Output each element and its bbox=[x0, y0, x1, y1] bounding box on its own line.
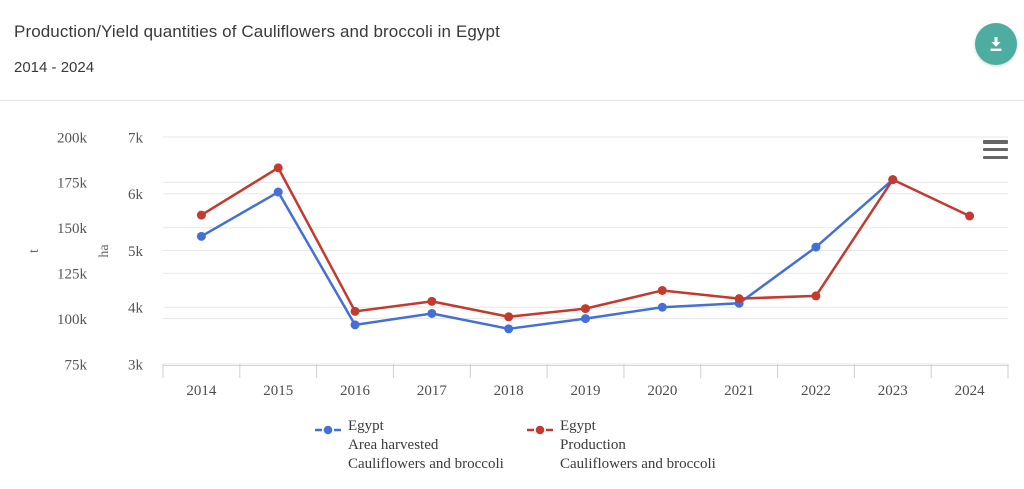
download-button[interactable] bbox=[975, 23, 1017, 65]
x-axis-label-2019: 2019 bbox=[571, 383, 601, 399]
y-axis-label-ha: 5k bbox=[128, 244, 144, 260]
download-icon bbox=[987, 35, 1005, 53]
data-point-area-harvested-2014[interactable] bbox=[196, 231, 206, 241]
data-point-area-harvested-2018[interactable] bbox=[504, 324, 514, 334]
data-point-production-2014[interactable] bbox=[196, 210, 206, 220]
x-axis-label-2020: 2020 bbox=[647, 383, 677, 399]
y-axis-label-ha: 4k bbox=[128, 301, 144, 317]
chart-legend: Egypt Area harvested Cauliflowers and broc… bbox=[0, 417, 1024, 481]
x-axis-label-2022: 2022 bbox=[801, 383, 831, 399]
series-line-area-harvested bbox=[200, 178, 894, 331]
legend-label-area-harvested: Egypt Area harvested Cauliflowers and broc… bbox=[348, 418, 504, 472]
data-point-area-harvested-2015[interactable] bbox=[273, 187, 283, 197]
data-point-production-2018[interactable] bbox=[504, 312, 514, 322]
x-axis-label-2023: 2023 bbox=[878, 383, 908, 399]
y-axis-unit-ha: ha bbox=[97, 244, 112, 258]
data-point-production-2017[interactable] bbox=[427, 296, 437, 306]
x-axis-label-2015: 2015 bbox=[263, 383, 293, 399]
data-point-production-2020[interactable] bbox=[657, 285, 667, 295]
legend-item-area-harvested[interactable]: Egypt Area harvested Cauliflowers and broc… bbox=[315, 417, 504, 474]
line-chart-svg: 200k 175k 150k 125k 100k 75k t 7k 6k 5k 4k 3k ha 2014… bbox=[27, 130, 1009, 399]
data-point-area-harvested-2020[interactable] bbox=[657, 302, 667, 312]
x-axis-label-2016: 2016 bbox=[340, 383, 371, 399]
line-chart: 200k 175k 150k 125k 100k 75k t 7k 6k 5k 4k 3k ha 2014… bbox=[0, 101, 1024, 489]
legend-label-production: Egypt Production Cauliflowers and broccoli bbox=[560, 418, 716, 472]
x-axis-label-2017: 2017 bbox=[417, 383, 448, 399]
data-point-area-harvested-2019[interactable] bbox=[581, 314, 590, 324]
y-axis-unit-t: t bbox=[27, 249, 42, 253]
y-axis-label-t: 100k bbox=[57, 312, 88, 328]
chart-year-range: 2014 - 2024 bbox=[14, 59, 95, 76]
series-line-production bbox=[200, 166, 971, 319]
legend-marker-area-harvested bbox=[315, 422, 341, 474]
chart-header: Production/Yield quantities of Cauliflow… bbox=[0, 0, 1024, 101]
legend-marker-production bbox=[527, 422, 553, 474]
hamburger-menu-icon bbox=[983, 140, 1008, 144]
y-axis-label-ha: 6k bbox=[128, 187, 144, 203]
data-point-area-harvested-2022[interactable] bbox=[811, 242, 821, 252]
y-axis-label-t: 175k bbox=[57, 176, 88, 192]
page-title: Production/Yield quantities of Cauliflow… bbox=[14, 22, 500, 41]
data-point-production-2021[interactable] bbox=[734, 294, 744, 304]
y-axis-label-t: 125k bbox=[57, 266, 88, 282]
y-axis-label-t: 75k bbox=[65, 357, 88, 373]
y-axis-label-ha: 3k bbox=[128, 357, 144, 373]
data-point-area-harvested-2016[interactable] bbox=[350, 320, 360, 330]
data-point-production-2024[interactable] bbox=[965, 211, 975, 221]
x-axis-label-2021: 2021 bbox=[724, 383, 754, 399]
chart-context-menu-button[interactable] bbox=[983, 140, 1008, 159]
data-point-production-2016[interactable] bbox=[350, 306, 360, 316]
y-axis-label-ha: 7k bbox=[128, 130, 144, 146]
data-point-production-2019[interactable] bbox=[581, 304, 590, 314]
data-point-production-2015[interactable] bbox=[273, 163, 283, 173]
data-point-area-harvested-2017[interactable] bbox=[427, 308, 437, 318]
legend-item-production[interactable]: Egypt Production Cauliflowers and broccoli bbox=[527, 417, 716, 474]
x-axis-label-2024: 2024 bbox=[955, 383, 986, 399]
y-axis-label-t: 150k bbox=[57, 221, 88, 237]
x-axis-label-2014: 2014 bbox=[186, 383, 217, 399]
data-point-production-2023[interactable] bbox=[888, 175, 898, 185]
data-point-production-2022[interactable] bbox=[811, 291, 821, 301]
x-axis-label-2018: 2018 bbox=[494, 383, 524, 399]
y-axis-label-t: 200k bbox=[57, 130, 88, 146]
